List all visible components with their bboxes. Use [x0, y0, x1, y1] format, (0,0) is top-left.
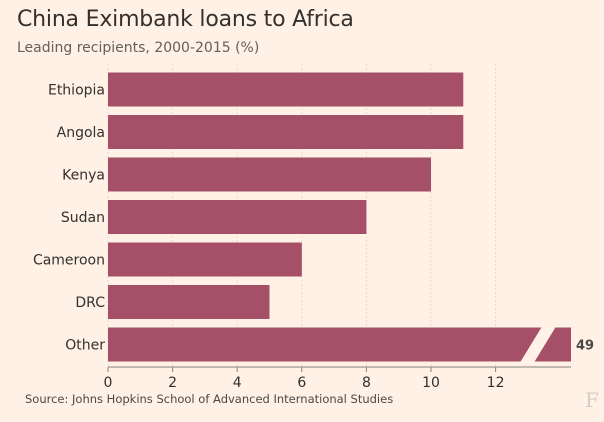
- ft-logo: F: [585, 388, 599, 412]
- tick-label: 0: [104, 375, 113, 391]
- category-label: Angola: [57, 125, 105, 141]
- category-label: Kenya: [62, 168, 105, 184]
- axis-break: [520, 326, 556, 363]
- bar: [108, 285, 270, 319]
- data-label: 49: [576, 339, 594, 354]
- bar: [108, 157, 431, 192]
- tick-label: 10: [422, 375, 440, 391]
- bar: [108, 200, 367, 234]
- tick-label: 8: [362, 375, 371, 391]
- category-label: Sudan: [61, 210, 105, 226]
- bar: [108, 327, 571, 362]
- category-label: Ethiopia: [48, 83, 105, 99]
- tick-label: 12: [487, 375, 505, 391]
- bar: [108, 242, 302, 277]
- tick-label: 2: [168, 375, 177, 391]
- category-label: DRC: [75, 295, 105, 311]
- chart-title: China Eximbank loans to Africa: [17, 7, 354, 32]
- chart-subtitle: Leading recipients, 2000-2015 (%): [17, 40, 260, 56]
- category-label: Other: [65, 338, 105, 354]
- bar: [108, 115, 464, 149]
- category-label: Cameroon: [33, 253, 105, 269]
- tick-label: 4: [233, 375, 242, 391]
- source-note: Source: Johns Hopkins School of Advanced…: [25, 392, 394, 406]
- tick-label: 6: [297, 375, 306, 391]
- bar: [108, 72, 464, 107]
